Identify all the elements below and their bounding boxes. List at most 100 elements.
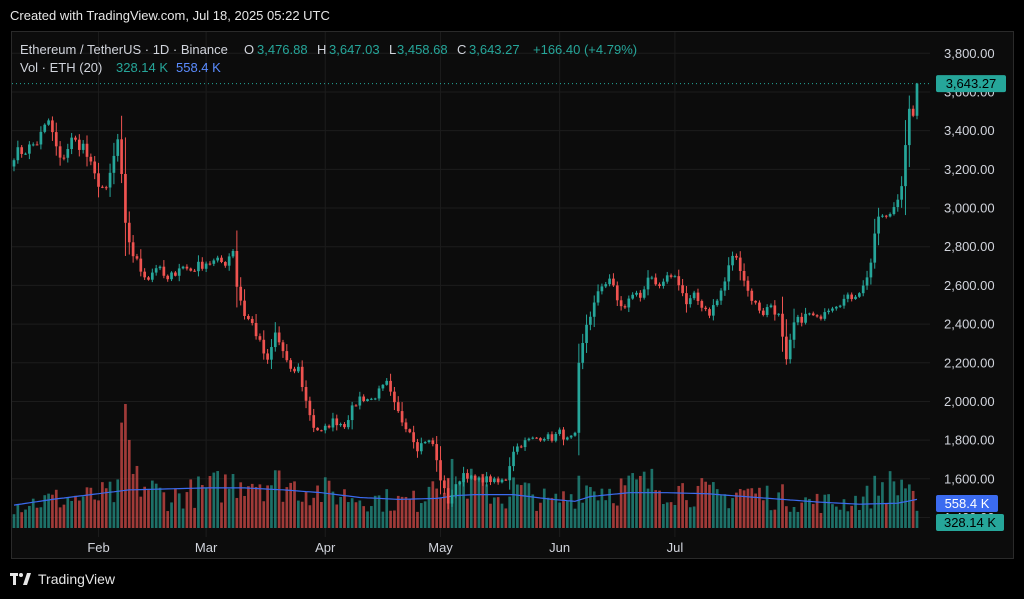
volume-bar: [320, 501, 323, 528]
candle: [627, 295, 631, 313]
candle: [35, 141, 39, 146]
candle: [408, 428, 412, 434]
volume-bar: [865, 485, 869, 528]
volume-bar: [819, 512, 823, 528]
candle: [327, 424, 331, 429]
candle: [304, 380, 308, 409]
candle: [481, 474, 485, 486]
candle: [646, 270, 650, 296]
candle: [377, 385, 381, 401]
volume-bar: [308, 505, 312, 528]
volume-bar: [761, 500, 765, 528]
candle: [650, 275, 654, 280]
candle: [166, 274, 170, 282]
candle: [85, 135, 89, 167]
volume-bar: [47, 493, 50, 528]
candle: [473, 474, 477, 481]
x-tick-label: May: [428, 540, 453, 555]
legend-volume-label: Vol · ETH (20): [20, 60, 102, 75]
volume-bar: [377, 495, 381, 528]
candle: [869, 258, 873, 285]
candle: [531, 436, 535, 440]
volume-bar: [158, 487, 162, 528]
candle: [742, 263, 746, 287]
volume-bar: [216, 471, 220, 528]
volume-bar: [12, 514, 16, 528]
candle: [573, 431, 577, 437]
tradingview-brand[interactable]: TradingView: [10, 571, 115, 587]
candle: [462, 466, 465, 487]
volume-bar: [811, 503, 815, 528]
candle: [97, 162, 100, 198]
volume-bar: [412, 490, 415, 528]
candle: [331, 412, 335, 432]
candle: [74, 135, 77, 142]
candle: [423, 441, 427, 444]
chart-caption: Created with TradingView.com, Jul 18, 20…: [10, 8, 330, 23]
candle: [443, 475, 446, 495]
volume-bar: [696, 485, 700, 528]
volume-bar: [408, 499, 412, 528]
volume-bar: [200, 484, 204, 528]
x-tick-label: Apr: [315, 540, 336, 555]
candle: [500, 478, 504, 484]
volume-bar: [565, 500, 569, 528]
volume-bar: [500, 503, 504, 528]
candle: [39, 126, 43, 150]
volume-bar: [677, 485, 681, 528]
candle: [135, 253, 139, 261]
candle: [673, 274, 677, 278]
price-chart[interactable]: 3,800.003,600.003,400.003,200.003,000.00…: [12, 32, 1015, 560]
volume-bar: [531, 494, 535, 528]
candle: [600, 283, 604, 295]
candle: [139, 249, 143, 277]
volume-bar: [258, 484, 262, 528]
candle: [101, 185, 104, 189]
candle: [339, 422, 342, 427]
candle: [516, 443, 519, 455]
candle: [346, 415, 350, 430]
candle: [765, 304, 769, 318]
legend-symbol: Ethereum / TetherUS · 1D · Binance: [20, 42, 228, 57]
volume-bar: [85, 487, 89, 528]
volume-bar: [804, 497, 807, 528]
candle: [162, 260, 166, 279]
volume-bar: [266, 485, 269, 528]
volume-bar: [550, 497, 554, 528]
x-tick-label: Mar: [195, 540, 218, 555]
volume-bar: [635, 479, 638, 528]
volume-bar: [300, 501, 304, 528]
volume-bar: [281, 501, 285, 528]
candle: [416, 438, 419, 458]
candle: [427, 439, 431, 444]
volume-bar: [727, 508, 731, 528]
candle: [592, 295, 596, 328]
candle: [846, 292, 850, 303]
volume-bar: [43, 495, 47, 528]
volume-bar: [631, 473, 634, 528]
volume-bar: [669, 502, 673, 528]
volume-bar: [619, 478, 623, 528]
candle: [70, 132, 73, 155]
volume-bar: [512, 477, 515, 528]
candle: [492, 476, 496, 484]
candle: [861, 280, 865, 297]
candle: [585, 314, 588, 353]
candle: [838, 304, 842, 309]
volume-bar: [66, 497, 70, 528]
candle: [665, 271, 669, 284]
candle: [385, 378, 389, 386]
candle: [466, 469, 469, 483]
volume-bar: [881, 482, 884, 528]
legend-high-value: 3,647.03: [329, 42, 380, 57]
volume-bar: [101, 482, 104, 528]
volume-bar: [77, 500, 81, 528]
volume-bar: [24, 509, 27, 528]
chart-panel[interactable]: 3,800.003,600.003,400.003,200.003,000.00…: [11, 31, 1014, 559]
volume-bar: [293, 481, 296, 528]
volume-bar: [323, 477, 327, 528]
candle: [293, 366, 296, 374]
volume-bar: [900, 479, 903, 528]
candle: [373, 397, 377, 401]
candle: [193, 268, 196, 272]
